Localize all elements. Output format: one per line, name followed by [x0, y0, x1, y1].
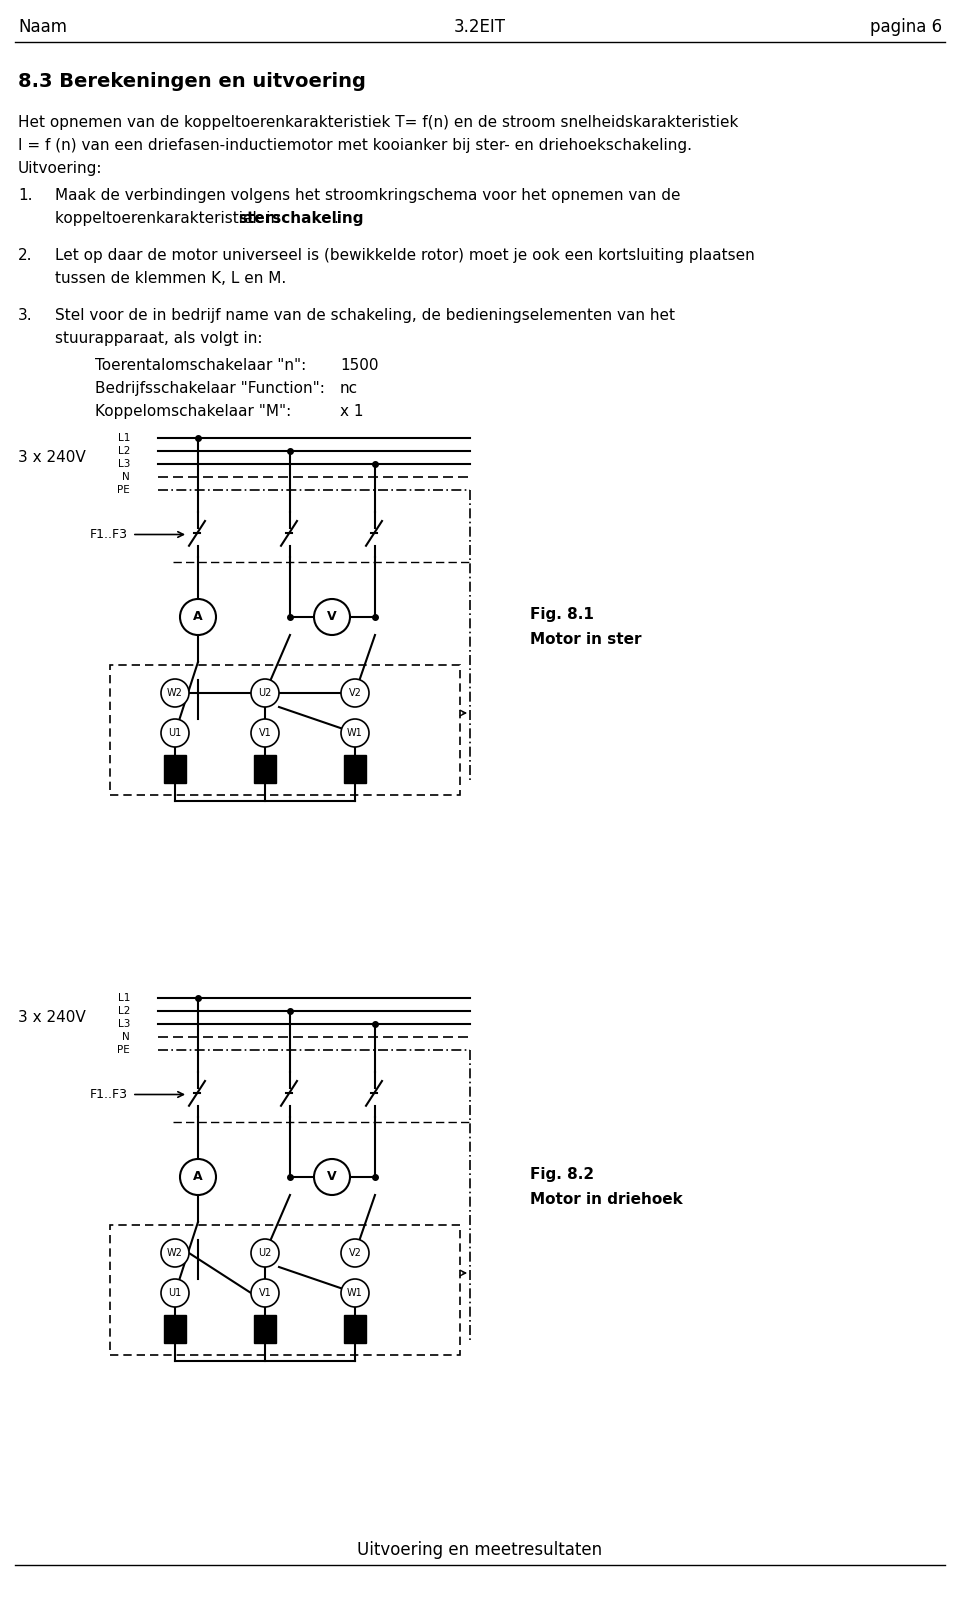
Text: Fig. 8.1: Fig. 8.1	[530, 606, 594, 622]
Text: A: A	[193, 611, 203, 624]
Circle shape	[161, 1278, 189, 1307]
Circle shape	[341, 718, 369, 747]
Text: U1: U1	[168, 1288, 181, 1298]
Text: Toerentalomschakelaar "n":: Toerentalomschakelaar "n":	[95, 358, 306, 373]
Text: 3 x 240V: 3 x 240V	[18, 1010, 85, 1024]
Text: W2: W2	[167, 1248, 183, 1258]
Text: .: .	[333, 211, 338, 226]
Text: PE: PE	[117, 485, 130, 494]
Text: Uitvoering en meetresultaten: Uitvoering en meetresultaten	[357, 1541, 603, 1558]
Text: L1: L1	[118, 994, 130, 1003]
Text: 1.: 1.	[18, 187, 33, 203]
Text: sterschakeling: sterschakeling	[238, 211, 364, 226]
Text: x 1: x 1	[340, 403, 364, 419]
Circle shape	[251, 718, 279, 747]
Text: L3: L3	[118, 459, 130, 469]
Bar	[110, 666, 460, 795]
Bar	[164, 755, 186, 782]
Text: Uitvoering:: Uitvoering:	[18, 162, 103, 176]
Text: koppeltoerenkarakteristiek in: koppeltoerenkarakteristiek in	[55, 211, 285, 226]
Circle shape	[161, 1238, 189, 1267]
Text: N: N	[122, 1032, 130, 1042]
Text: L3: L3	[118, 1019, 130, 1029]
Circle shape	[314, 598, 350, 635]
Text: Het opnemen van de koppeltoerenkarakteristiek T= f(n) en de stroom snelheidskara: Het opnemen van de koppeltoerenkarakteri…	[18, 115, 738, 130]
Text: L2: L2	[118, 1006, 130, 1016]
Text: 2.: 2.	[18, 248, 33, 262]
Circle shape	[341, 1278, 369, 1307]
Text: pagina 6: pagina 6	[870, 18, 942, 35]
Circle shape	[161, 718, 189, 747]
Text: V1: V1	[258, 728, 272, 738]
Bar	[344, 1315, 366, 1342]
Text: I = f (n) van een driefasen-inductiemotor met kooianker bij ster- en driehoeksch: I = f (n) van een driefasen-inductiemoto…	[18, 138, 692, 154]
Text: W1: W1	[348, 728, 363, 738]
Circle shape	[314, 1158, 350, 1195]
Text: U1: U1	[168, 728, 181, 738]
Text: tussen de klemmen K, L en M.: tussen de klemmen K, L en M.	[55, 270, 286, 286]
Text: Stel voor de in bedrijf name van de schakeling, de bedieningselementen van het: Stel voor de in bedrijf name van de scha…	[55, 307, 675, 323]
Text: V2: V2	[348, 1248, 361, 1258]
Text: U2: U2	[258, 688, 272, 698]
Circle shape	[251, 1238, 279, 1267]
Text: 3.2EIT: 3.2EIT	[454, 18, 506, 35]
Text: Naam: Naam	[18, 18, 67, 35]
Text: 1500: 1500	[340, 358, 378, 373]
Text: F1..F3: F1..F3	[90, 528, 128, 541]
Text: F1..F3: F1..F3	[90, 1088, 128, 1101]
Text: A: A	[193, 1171, 203, 1184]
Text: stuurapparaat, als volgt in:: stuurapparaat, als volgt in:	[55, 331, 262, 346]
Text: Motor in driehoek: Motor in driehoek	[530, 1192, 683, 1206]
Text: V1: V1	[258, 1288, 272, 1298]
Text: Koppelomschakelaar "M":: Koppelomschakelaar "M":	[95, 403, 291, 419]
Text: N: N	[122, 472, 130, 482]
Text: nc: nc	[340, 381, 358, 395]
Text: L1: L1	[118, 434, 130, 443]
Circle shape	[161, 678, 189, 707]
Text: PE: PE	[117, 1045, 130, 1054]
Circle shape	[180, 1158, 216, 1195]
Text: V: V	[327, 611, 337, 624]
Text: L2: L2	[118, 446, 130, 456]
Text: 3.: 3.	[18, 307, 33, 323]
Text: 3 x 240V: 3 x 240V	[18, 450, 85, 464]
Bar	[344, 755, 366, 782]
Circle shape	[341, 678, 369, 707]
Circle shape	[251, 678, 279, 707]
Text: W1: W1	[348, 1288, 363, 1298]
Text: V: V	[327, 1171, 337, 1184]
Circle shape	[180, 598, 216, 635]
Text: 8.3 Berekeningen en uitvoering: 8.3 Berekeningen en uitvoering	[18, 72, 366, 91]
Text: Bedrijfsschakelaar "Function":: Bedrijfsschakelaar "Function":	[95, 381, 324, 395]
Text: Maak de verbindingen volgens het stroomkringschema voor het opnemen van de: Maak de verbindingen volgens het stroomk…	[55, 187, 681, 203]
Bar	[110, 1226, 460, 1355]
Text: W2: W2	[167, 688, 183, 698]
Text: Let op daar de motor universeel is (bewikkelde rotor) moet je ook een kortsluiti: Let op daar de motor universeel is (bewi…	[55, 248, 755, 262]
Circle shape	[341, 1238, 369, 1267]
Bar	[164, 1315, 186, 1342]
Text: U2: U2	[258, 1248, 272, 1258]
Text: V2: V2	[348, 688, 361, 698]
Text: Fig. 8.2: Fig. 8.2	[530, 1166, 594, 1182]
Bar	[254, 1315, 276, 1342]
Circle shape	[251, 1278, 279, 1307]
Bar	[254, 755, 276, 782]
Text: Motor in ster: Motor in ster	[530, 632, 641, 646]
